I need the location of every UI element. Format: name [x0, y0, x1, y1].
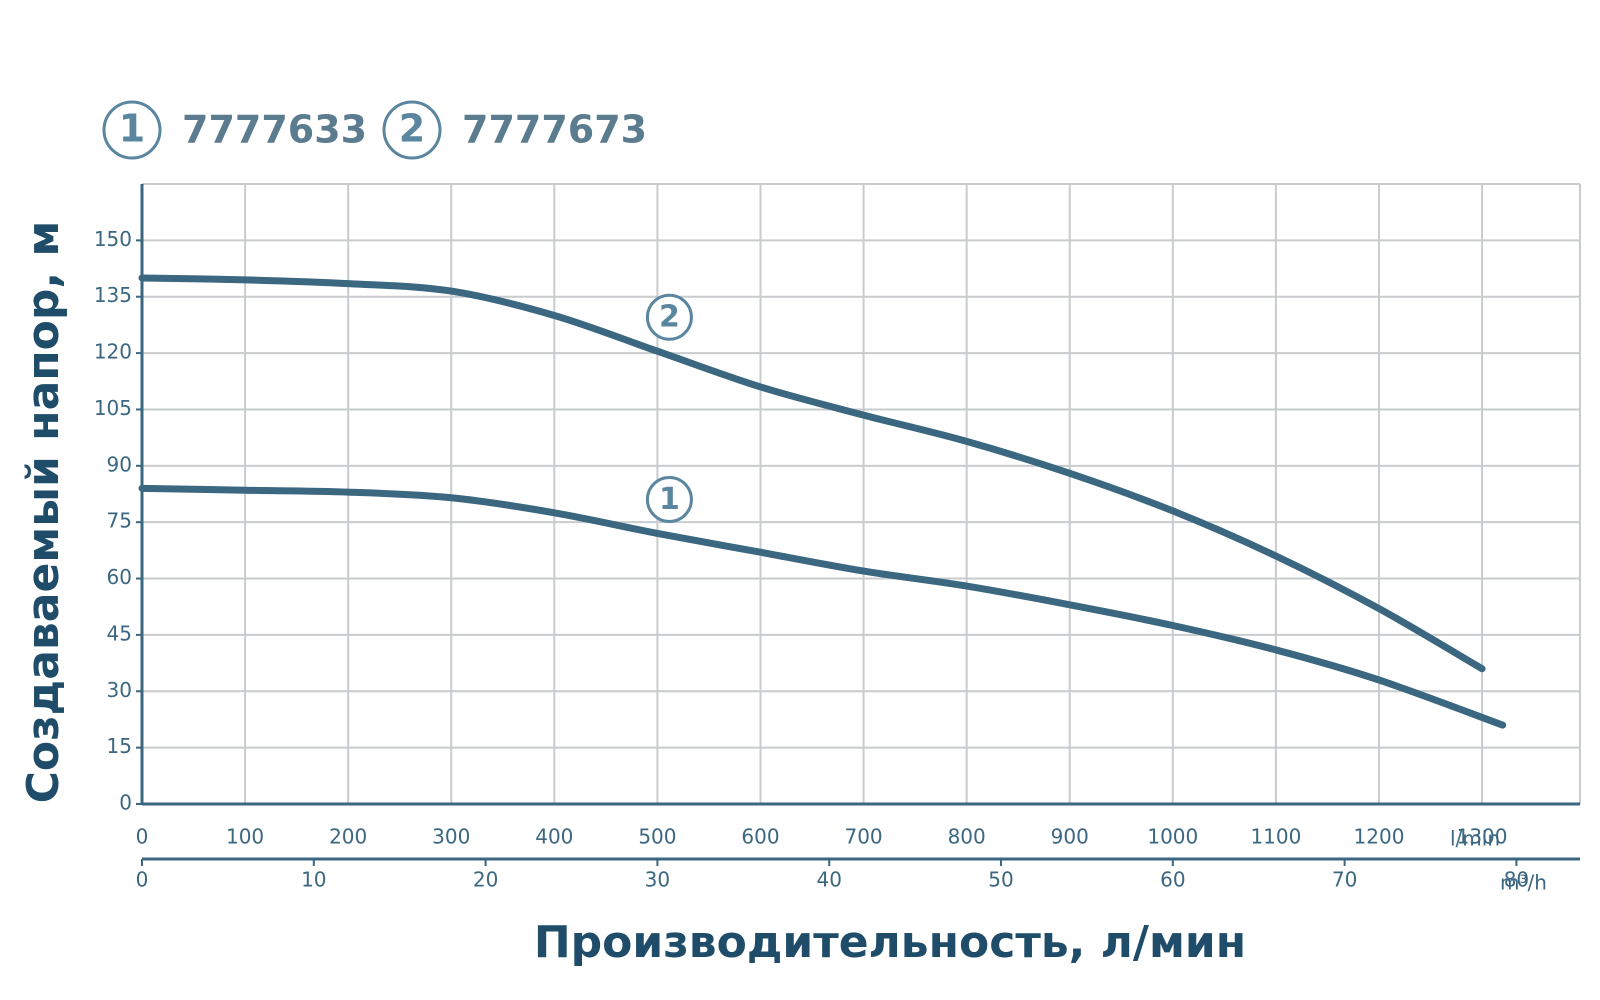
x-tick-label: 900: [1051, 825, 1089, 849]
y-tick-label: 105: [94, 396, 132, 420]
x2-tick-label: 20: [473, 868, 498, 892]
x2-tick-label: 10: [301, 868, 326, 892]
curve: [138, 484, 1507, 729]
legend-label: 7777673: [462, 108, 647, 152]
x-tick-label: 200: [329, 825, 367, 849]
x-tick-label: 600: [741, 825, 779, 849]
legend-marker: [102, 100, 162, 160]
x-unit: l/min: [1450, 827, 1500, 851]
legend-label: 7777633: [182, 108, 367, 152]
y-tick-label: 150: [94, 227, 132, 251]
y-tick-label: 60: [107, 565, 132, 589]
curve-marker: [645, 293, 693, 341]
x-tick-label: 1100: [1250, 825, 1301, 849]
legend-marker-label: 1: [119, 107, 145, 151]
curve-marker-label: 2: [659, 300, 680, 335]
x2-tick-label: 30: [645, 868, 670, 892]
x2-tick-label: 60: [1160, 868, 1185, 892]
legend-marker-label: 2: [399, 107, 425, 151]
y-tick-label: 135: [94, 283, 132, 307]
x2-tick-label: 80: [1504, 868, 1529, 892]
x-tick-label: 100: [226, 825, 264, 849]
x-tick-label: 700: [844, 825, 882, 849]
y-tick-label: 30: [107, 678, 132, 702]
x2-tick-label: 40: [816, 868, 841, 892]
curve-marker: [645, 475, 693, 523]
y-tick-label: 15: [107, 734, 132, 758]
x-tick-label: 300: [432, 825, 470, 849]
x-axis-label: Производительность, л/мин: [534, 917, 1246, 968]
x2-tick-label: 70: [1332, 868, 1357, 892]
x2-tick-label: 50: [988, 868, 1013, 892]
legend-marker: [382, 100, 442, 160]
y-tick-label: 75: [107, 509, 132, 533]
x-tick-label: 800: [948, 825, 986, 849]
y-axis-label: Создаваемый напор, м: [18, 221, 69, 804]
y-tick-label: 90: [107, 452, 132, 476]
x-tick-label: 1000: [1147, 825, 1198, 849]
x2-tick-label: 0: [136, 868, 149, 892]
y-tick-label: 120: [94, 340, 132, 364]
x2-unit: m³/h: [1500, 871, 1547, 895]
curve: [138, 274, 1486, 673]
x-tick-label: 1300: [1457, 825, 1508, 849]
x-tick-label: 400: [535, 825, 573, 849]
x-tick-label: 500: [638, 825, 676, 849]
curve-marker-label: 1: [659, 482, 680, 517]
y-tick-label: 45: [107, 621, 132, 645]
x-tick-label: 1200: [1354, 825, 1405, 849]
y-tick-label: 0: [119, 791, 132, 815]
x-tick-label: 0: [136, 825, 149, 849]
